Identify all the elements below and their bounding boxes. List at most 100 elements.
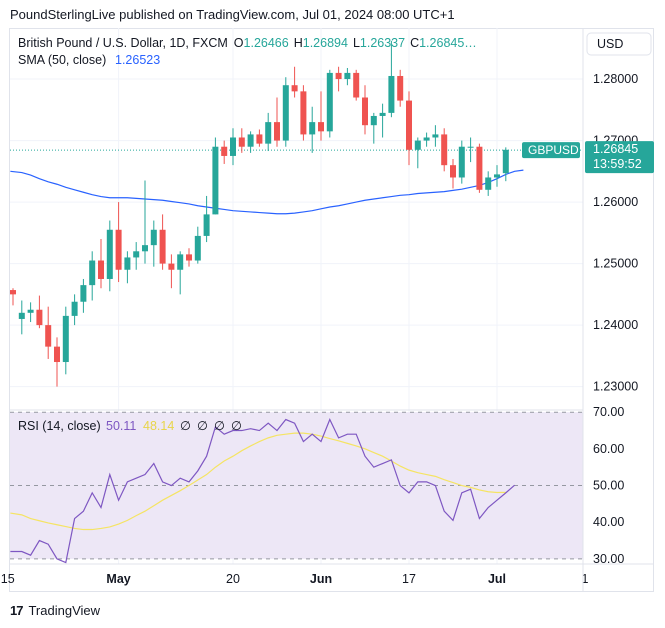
- candle-body: [27, 309, 34, 313]
- axis-layer: 1.280001.270001.260001.250001.240001.230…: [1, 72, 638, 586]
- ohlc-high-label: H: [294, 36, 303, 50]
- candle[interactable]: [388, 40, 395, 118]
- chart-svg[interactable]: 1.280001.270001.260001.250001.240001.230…: [0, 0, 665, 600]
- candle[interactable]: [247, 131, 254, 153]
- candle[interactable]: [265, 112, 272, 152]
- candle[interactable]: [27, 302, 34, 323]
- candle[interactable]: [414, 137, 421, 169]
- candle[interactable]: [379, 103, 386, 138]
- candle-body: [115, 229, 122, 270]
- candle[interactable]: [45, 306, 52, 359]
- candle[interactable]: [282, 77, 289, 147]
- ohlc-close-label: C: [410, 36, 419, 50]
- candle[interactable]: [494, 165, 500, 187]
- rsi-na-1: ∅: [197, 419, 208, 433]
- candle[interactable]: [502, 147, 509, 182]
- candle[interactable]: [186, 248, 192, 267]
- candle[interactable]: [256, 129, 263, 147]
- candle-body: [432, 134, 439, 138]
- legend-title: British Pound / U.S. Dollar, 1D, FXCM: [18, 36, 228, 50]
- candle-body: [54, 346, 60, 363]
- candle[interactable]: [212, 137, 219, 215]
- ohlc-high: H1.26894: [294, 36, 348, 50]
- candle[interactable]: [485, 171, 492, 196]
- candle-body: [476, 146, 483, 190]
- candle[interactable]: [133, 242, 140, 270]
- candle[interactable]: [150, 220, 157, 267]
- candle-body: [98, 260, 104, 279]
- rsi-tick-label: 30.00: [593, 552, 624, 566]
- footer: 17 TradingView: [10, 603, 100, 618]
- candle[interactable]: [124, 251, 131, 284]
- ohlc-open-label: O: [234, 36, 244, 50]
- candle[interactable]: [36, 295, 43, 329]
- candle-body: [414, 140, 421, 150]
- price-tick-label: 1.26000: [593, 195, 638, 209]
- rsi-line: [10, 418, 515, 564]
- candle[interactable]: [194, 226, 201, 264]
- sma-legend-value: 1.26523: [115, 53, 160, 67]
- candle[interactable]: [54, 337, 60, 387]
- candle[interactable]: [106, 220, 113, 292]
- candle[interactable]: [98, 238, 104, 289]
- candle[interactable]: [71, 294, 78, 326]
- candle[interactable]: [203, 195, 210, 243]
- candle[interactable]: [115, 202, 122, 283]
- candle[interactable]: [142, 180, 148, 264]
- price-tag-bg: [585, 141, 654, 174]
- candle[interactable]: [159, 214, 166, 270]
- candle-body: [362, 97, 368, 126]
- candle[interactable]: [318, 91, 324, 141]
- candle-body: [485, 177, 492, 190]
- time-tick-label: 17: [402, 572, 416, 586]
- candle[interactable]: [476, 143, 483, 193]
- candle[interactable]: [326, 69, 333, 138]
- candles-layer[interactable]: [10, 40, 509, 387]
- candle[interactable]: [238, 128, 245, 153]
- candle[interactable]: [344, 67, 351, 86]
- candle[interactable]: [309, 106, 316, 153]
- rsi-ma-legend-value: 48.14: [143, 419, 174, 433]
- candle[interactable]: [423, 132, 430, 147]
- candle[interactable]: [432, 125, 439, 147]
- candle[interactable]: [221, 140, 228, 164]
- candle[interactable]: [291, 66, 298, 98]
- candle[interactable]: [62, 306, 69, 375]
- candle[interactable]: [274, 97, 280, 147]
- candle-body: [238, 137, 245, 147]
- candle-body: [265, 122, 272, 144]
- candle[interactable]: [177, 251, 184, 295]
- candle-body: [282, 85, 289, 141]
- candle[interactable]: [300, 85, 307, 141]
- price-tick-label: 1.24000: [593, 318, 638, 332]
- candle[interactable]: [441, 128, 448, 172]
- sma-layer: [10, 169, 524, 215]
- price-tag-value: 1.26845: [593, 142, 638, 156]
- currency-button[interactable]: [586, 32, 652, 56]
- last-price-tag: GBPUSD 1.26845 13:59:52: [522, 141, 654, 174]
- candle[interactable]: [370, 112, 377, 144]
- candle[interactable]: [467, 137, 474, 163]
- candle[interactable]: [18, 300, 25, 335]
- candle[interactable]: [335, 66, 342, 92]
- candle[interactable]: [397, 69, 404, 107]
- candle[interactable]: [458, 140, 465, 184]
- time-tick-label: May: [106, 572, 130, 586]
- candle[interactable]: [406, 91, 412, 166]
- time-tick-label: Jul: [488, 572, 506, 586]
- rsi-tick-label: 60.00: [593, 442, 624, 456]
- ohlc-open: O1.26466: [234, 36, 289, 50]
- candle-body: [300, 91, 307, 135]
- candle[interactable]: [450, 159, 456, 189]
- candle[interactable]: [168, 254, 175, 289]
- ohlc-low-value: 1.26337: [360, 36, 405, 50]
- candle[interactable]: [80, 278, 87, 313]
- footer-brand: TradingView: [28, 603, 101, 618]
- candle[interactable]: [362, 85, 368, 135]
- candle[interactable]: [89, 251, 96, 301]
- symbol-tag-bg: [522, 142, 580, 159]
- candle[interactable]: [230, 128, 236, 166]
- price-tick-label: 1.25000: [593, 257, 638, 271]
- candle[interactable]: [353, 69, 360, 101]
- candle[interactable]: [10, 288, 16, 306]
